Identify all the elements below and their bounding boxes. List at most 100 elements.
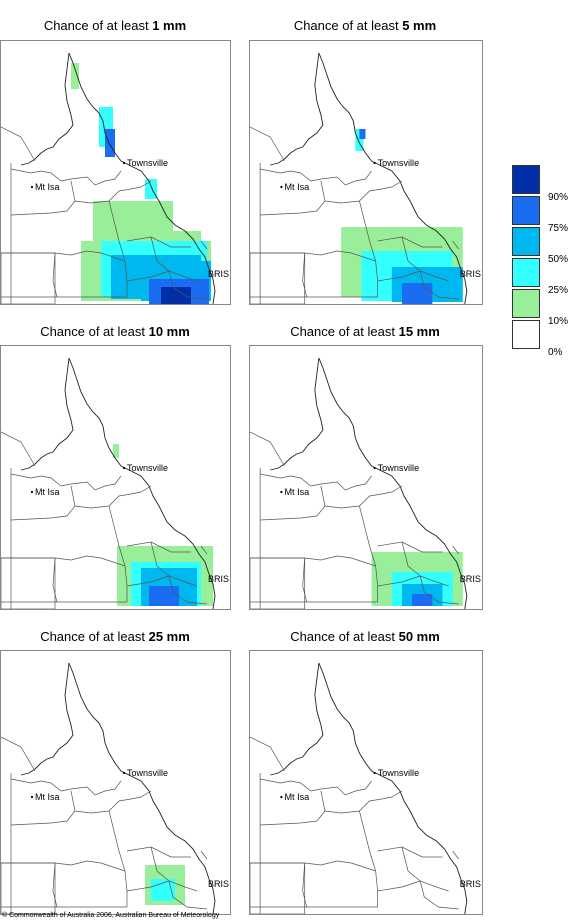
district-border: [74, 485, 152, 509]
map-svg: Townsville Mt Isa BRIS: [250, 52, 481, 304]
townsville-marker: [122, 771, 126, 775]
mt-isa-marker: [30, 795, 34, 799]
title-prefix: Chance of at least: [293, 18, 403, 33]
map-inset-box: [250, 862, 306, 914]
map-svg: Townsville Mt Isa BRIS: [1, 52, 229, 304]
district-border: [54, 860, 126, 872]
townsville-marker: [373, 466, 376, 470]
district-border: [377, 575, 421, 587]
district-border: [54, 555, 126, 567]
legend-swatch-0: [512, 320, 540, 349]
district-border: [1, 736, 36, 772]
district-border: [260, 485, 326, 521]
rain-patch: [71, 63, 79, 89]
brisbane-label: BRIS: [208, 879, 229, 889]
map-inset-box: [1, 252, 56, 304]
gulf-coastline: [270, 357, 324, 471]
district-border: [10, 180, 76, 216]
district-border: [260, 180, 326, 216]
district-border: [126, 846, 191, 858]
district-border: [324, 180, 403, 204]
district-border: [126, 880, 170, 892]
district-border: [260, 473, 372, 491]
district-border: [377, 236, 443, 248]
title-amount: 15 mm: [398, 324, 440, 339]
district-border: [304, 860, 376, 872]
townsville-label: Townsville: [127, 768, 168, 778]
rain-patch: [355, 129, 364, 151]
district-border: [1, 126, 36, 162]
mt-isa-label: Mt Isa: [284, 182, 310, 192]
legend-label: 10%: [548, 316, 569, 327]
district-border: [10, 473, 122, 491]
rain-probability-layer: [145, 865, 185, 905]
mt-isa-marker: [280, 795, 283, 799]
district-border: [52, 557, 58, 603]
district-border: [419, 270, 459, 300]
district-border: [126, 270, 170, 282]
district-border: [126, 236, 191, 248]
brisbane-label: BRIS: [208, 269, 229, 279]
district-border: [54, 250, 126, 262]
townsville-marker: [122, 466, 126, 470]
district-border: [260, 778, 372, 796]
legend-label: 25%: [548, 285, 569, 296]
map-25mm: Townsville Mt Isa BRIS: [0, 650, 231, 915]
coastline: [68, 662, 216, 914]
gulf-coastline: [270, 52, 324, 166]
map-svg: Townsville Mt Isa BRIS: [250, 662, 481, 914]
district-border: [10, 790, 76, 826]
district-border: [108, 810, 128, 907]
title-prefix: Chance of at least: [290, 324, 399, 339]
map-15mm: Townsville Mt Isa BRIS: [249, 345, 483, 610]
district-border: [10, 485, 76, 521]
rain-patch: [412, 594, 433, 606]
title-prefix: Chance of at least: [40, 324, 149, 339]
district-border: [324, 790, 403, 814]
district-border: [200, 240, 208, 250]
map-svg: Townsville Mt Isa BRIS: [1, 662, 229, 914]
district-border: [302, 252, 308, 298]
panel-title: Chance of at least 15 mm: [249, 324, 481, 339]
district-border: [168, 270, 208, 300]
panel-title: Chance of at least 10 mm: [0, 324, 230, 339]
district-border: [200, 545, 208, 555]
map-inset-box: [250, 252, 306, 304]
district-border: [324, 485, 403, 509]
district-border: [74, 180, 152, 204]
rain-probability-layer: [341, 129, 463, 304]
panel-title: Chance of at least 1 mm: [0, 18, 230, 33]
rain-patch: [145, 179, 157, 199]
title-amount: 1 mm: [152, 18, 187, 33]
mt-isa-label: Mt Isa: [284, 792, 310, 802]
title-amount: 10 mm: [148, 324, 190, 339]
rain-patch: [105, 129, 115, 157]
coastline: [318, 52, 468, 304]
coastline: [68, 52, 216, 304]
mt-isa-label: Mt Isa: [35, 487, 60, 497]
district-border: [452, 240, 459, 250]
rain-patch: [113, 444, 119, 458]
townsville-label: Townsville: [378, 158, 420, 168]
mt-isa-label: Mt Isa: [284, 487, 310, 497]
title-prefix: Chance of at least: [290, 629, 399, 644]
title-amount: 5 mm: [402, 18, 437, 33]
district-border: [168, 880, 208, 910]
district-border: [452, 850, 459, 860]
legend-label: 75%: [548, 223, 569, 234]
legend-swatch-90: [512, 165, 540, 194]
district-border: [304, 250, 376, 262]
legend-swatch-75: [512, 196, 540, 225]
townsville-marker: [373, 771, 376, 775]
rain-probability-layer: [371, 552, 463, 606]
panel-title: Chance of at least 50 mm: [249, 629, 481, 644]
coastline: [68, 357, 216, 609]
brisbane-label: BRIS: [460, 269, 481, 279]
district-border: [377, 880, 421, 892]
title-amount: 50 mm: [398, 629, 440, 644]
mt-isa-label: Mt Isa: [35, 182, 60, 192]
title-prefix: Chance of at least: [40, 629, 149, 644]
legend-label: 50%: [548, 254, 569, 265]
map-inset-box: [1, 862, 56, 914]
district-border: [200, 850, 208, 860]
